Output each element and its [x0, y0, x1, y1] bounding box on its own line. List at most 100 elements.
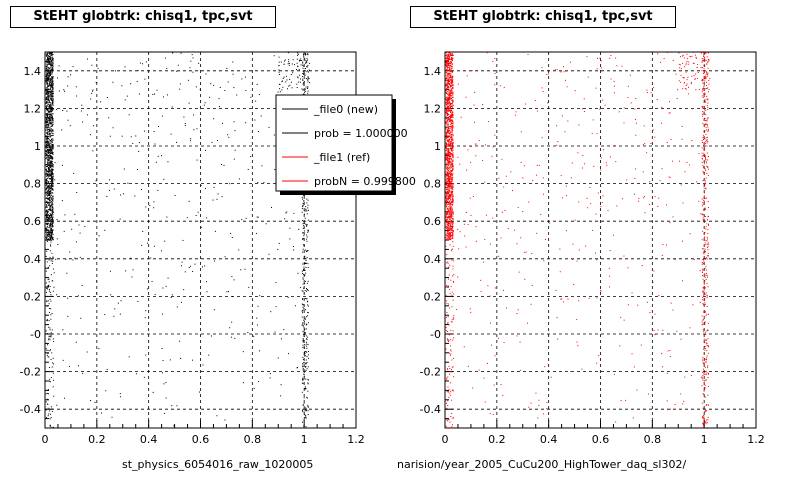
data-point	[452, 183, 454, 185]
data-point	[449, 217, 451, 219]
data-point	[452, 107, 454, 109]
data-point	[532, 179, 534, 181]
data-point	[45, 191, 47, 193]
data-point	[704, 387, 706, 389]
data-point	[46, 186, 48, 188]
data-point	[450, 138, 452, 140]
data-point	[307, 304, 309, 306]
data-point	[698, 153, 700, 155]
data-point	[47, 126, 49, 128]
data-point	[448, 128, 450, 130]
data-point	[303, 319, 305, 321]
data-point	[46, 291, 48, 293]
data-point	[703, 362, 705, 364]
data-point	[277, 357, 279, 359]
data-point	[304, 332, 306, 334]
data-point	[46, 115, 48, 117]
data-point	[703, 85, 705, 87]
data-point	[49, 133, 51, 135]
data-point	[448, 206, 450, 208]
data-point	[113, 188, 115, 190]
data-point	[452, 176, 454, 178]
data-point	[450, 95, 452, 97]
data-point	[451, 223, 453, 225]
data-point	[446, 150, 448, 152]
data-point	[705, 239, 707, 241]
data-point	[48, 157, 50, 159]
data-point	[47, 403, 49, 405]
data-point	[303, 268, 305, 270]
data-point	[47, 392, 49, 394]
data-point	[301, 211, 303, 213]
data-point	[450, 166, 452, 168]
data-point	[302, 64, 304, 66]
data-point	[46, 151, 48, 153]
data-point	[638, 107, 640, 109]
data-point	[304, 332, 306, 334]
data-point	[448, 145, 450, 147]
data-point	[52, 173, 54, 175]
data-point	[299, 59, 301, 61]
data-point	[307, 90, 309, 92]
data-point	[678, 52, 680, 54]
data-point	[48, 100, 50, 102]
data-point	[303, 93, 305, 95]
data-point	[46, 320, 48, 322]
data-point	[702, 393, 704, 395]
x-tick-label: 1.2	[747, 433, 765, 446]
data-point	[701, 321, 703, 323]
data-point	[446, 98, 448, 100]
data-point	[707, 61, 709, 63]
data-point	[291, 70, 293, 72]
data-point	[56, 294, 58, 296]
data-point	[684, 376, 686, 378]
data-point	[447, 227, 449, 229]
data-point	[705, 120, 707, 122]
data-point	[445, 187, 447, 189]
data-point	[302, 362, 304, 364]
data-point	[50, 195, 52, 197]
data-point	[307, 289, 309, 291]
data-point	[449, 152, 451, 154]
data-point	[445, 219, 447, 221]
data-point	[45, 78, 47, 80]
data-point	[52, 139, 54, 141]
data-point	[452, 223, 454, 225]
data-point	[449, 120, 451, 122]
data-point	[49, 161, 51, 163]
data-point	[77, 365, 79, 367]
data-point	[46, 166, 48, 168]
data-point	[46, 75, 48, 77]
data-point	[703, 94, 705, 96]
data-point	[302, 363, 304, 365]
data-point	[284, 218, 286, 220]
data-point	[449, 178, 451, 180]
data-point	[47, 60, 49, 62]
data-point	[48, 219, 50, 221]
data-point	[303, 81, 305, 83]
data-point	[45, 121, 47, 123]
data-point	[305, 272, 307, 274]
data-point	[662, 244, 664, 246]
data-point	[701, 275, 703, 277]
data-point	[702, 363, 704, 365]
data-point	[233, 87, 235, 89]
data-point	[52, 69, 54, 71]
data-point	[451, 192, 453, 194]
data-point	[445, 147, 447, 149]
data-point	[452, 195, 454, 197]
data-point	[46, 55, 48, 57]
data-point	[682, 88, 684, 90]
data-point	[693, 52, 695, 54]
data-point	[45, 62, 47, 64]
data-point	[447, 98, 449, 100]
data-point	[46, 145, 48, 147]
data-point	[447, 85, 449, 87]
data-point	[452, 126, 454, 128]
data-point	[45, 87, 47, 89]
data-point	[674, 403, 676, 405]
data-point	[451, 194, 453, 196]
data-point	[450, 170, 452, 172]
data-point	[696, 181, 698, 183]
data-point	[132, 142, 134, 144]
